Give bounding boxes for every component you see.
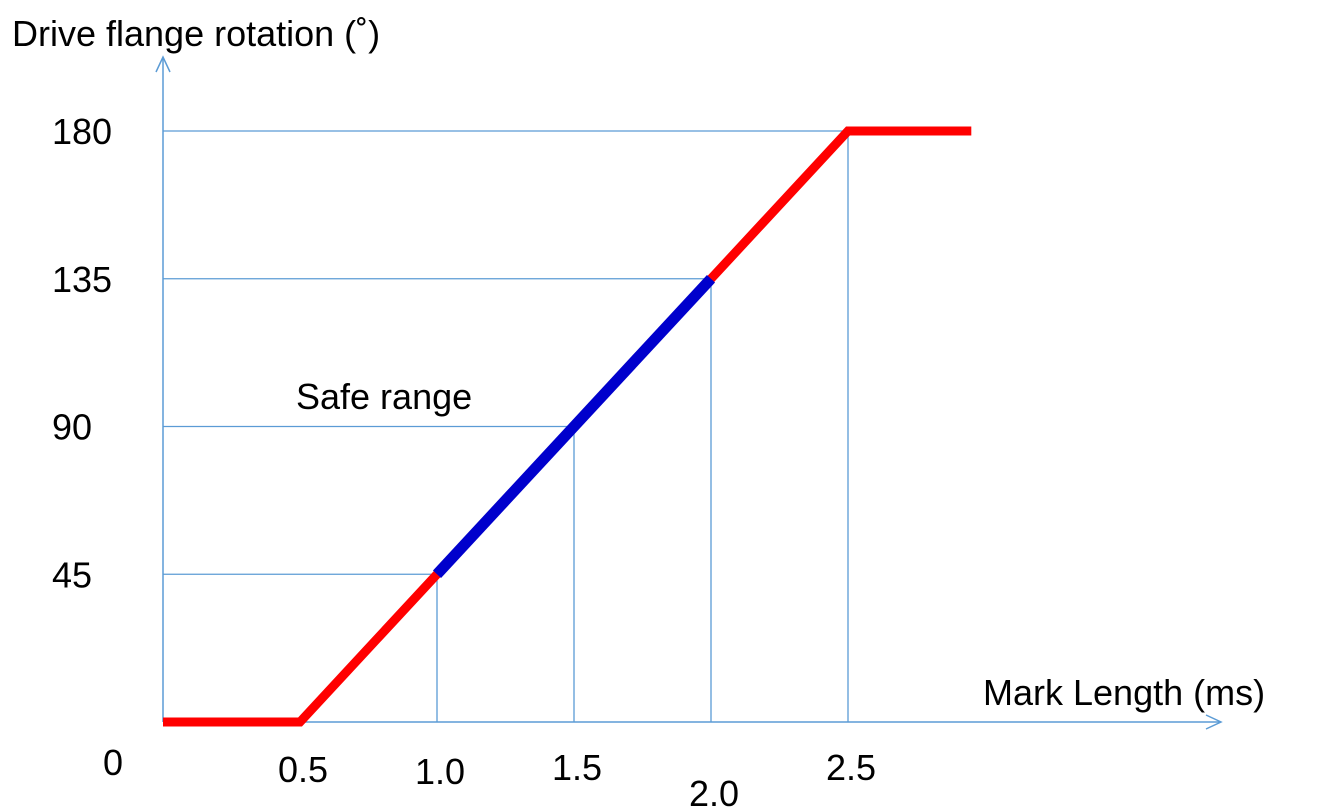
- y-tick-label-45: 45: [52, 554, 92, 595]
- x-tick-label-2.5: 2.5: [826, 747, 876, 788]
- tick-labels: 45 90 135 180 0.5 1.0 1.5 2.0 2.5: [52, 111, 876, 810]
- safe-range-line: [432, 275, 716, 578]
- y-tick-label-135: 135: [52, 259, 112, 300]
- series-layer: [163, 126, 972, 727]
- y-axis-arrow: [155, 55, 171, 73]
- reference-lines: [163, 130, 849, 722]
- axes: [155, 55, 1223, 730]
- x-tick-label-0.5: 0.5: [278, 749, 328, 790]
- x-tick-label-2.0: 2.0: [689, 773, 739, 810]
- x-tick-label-1.5: 1.5: [552, 747, 602, 788]
- x-tick-label-1.0: 1.0: [415, 751, 465, 792]
- labels: Drive flange rotation (˚) Mark Length (m…: [12, 13, 1265, 783]
- y-tick-label-180: 180: [52, 111, 112, 152]
- y-axis-title: Drive flange rotation (˚): [12, 13, 380, 54]
- x-axis-arrow: [1205, 714, 1223, 730]
- origin-label: 0: [103, 742, 123, 783]
- x-axis-title: Mark Length (ms): [983, 672, 1265, 713]
- y-tick-label-90: 90: [52, 407, 92, 448]
- safe-range-annotation: Safe range: [296, 376, 472, 417]
